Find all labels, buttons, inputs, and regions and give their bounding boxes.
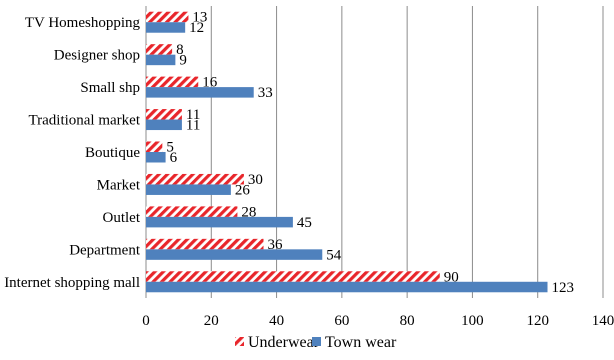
category-label: Small shp (80, 80, 140, 96)
x-tick-label: 40 (269, 313, 284, 329)
legend-label: Underwear (248, 334, 320, 351)
data-label: 8 (176, 42, 184, 58)
bar-underwear (146, 44, 173, 55)
bar-underwear (146, 173, 244, 185)
data-label: 45 (297, 215, 312, 231)
bar-town-wear (146, 87, 254, 98)
legend-swatch-town-wear (312, 337, 321, 346)
x-tick-label: 20 (204, 313, 219, 329)
data-label: 5 (166, 140, 174, 156)
bar-underwear (146, 109, 182, 120)
data-label: 90 (444, 269, 459, 285)
bar-town-wear (146, 184, 231, 195)
bar-underwear (146, 76, 199, 88)
data-label: 36 (268, 237, 284, 253)
x-tick-label: 140 (592, 313, 614, 329)
bar-town-wear (146, 281, 548, 293)
data-label: 28 (241, 204, 256, 220)
bar-underwear (146, 11, 189, 23)
bar-town-wear (146, 249, 323, 260)
category-label: Market (97, 177, 141, 193)
data-label: 6 (170, 150, 178, 166)
data-label: 33 (258, 85, 273, 101)
data-label: 9 (179, 53, 187, 69)
bar-town-wear (146, 54, 176, 66)
data-label: 11 (186, 107, 200, 123)
bar-town-wear (146, 119, 182, 131)
data-label: 30 (248, 172, 263, 188)
category-label: Internet shopping mall (4, 275, 140, 291)
x-tick-label: 80 (400, 313, 415, 329)
data-label: 16 (202, 75, 218, 91)
bar-underwear (146, 141, 163, 152)
data-label: 11 (186, 118, 200, 134)
x-tick-label: 60 (334, 313, 349, 329)
category-label: TV Homeshopping (25, 15, 141, 31)
data-label: 26 (235, 182, 251, 198)
legend-swatch-underwear (235, 337, 244, 346)
bar-underwear (146, 238, 264, 250)
data-label: 54 (326, 247, 342, 263)
data-label: 12 (189, 20, 204, 36)
bar-town-wear (146, 216, 293, 228)
category-label: Designer shop (54, 48, 140, 64)
x-tick-label: 0 (142, 313, 150, 329)
legend-label: Town wear (325, 334, 397, 351)
bar-town-wear (146, 22, 186, 33)
x-tick-label: 100 (461, 313, 484, 329)
data-label: 123 (552, 280, 575, 296)
bar-underwear (146, 271, 440, 282)
category-label: Traditional market (28, 113, 140, 129)
bar-underwear (146, 206, 238, 217)
x-tick-label: 120 (526, 313, 549, 329)
category-label: Department (69, 242, 141, 258)
category-label: Outlet (103, 210, 141, 226)
bar-town-wear (146, 152, 166, 163)
legend: Underwear Town wear (235, 334, 397, 351)
category-label: Boutique (85, 145, 140, 161)
data-label: 13 (192, 10, 207, 26)
